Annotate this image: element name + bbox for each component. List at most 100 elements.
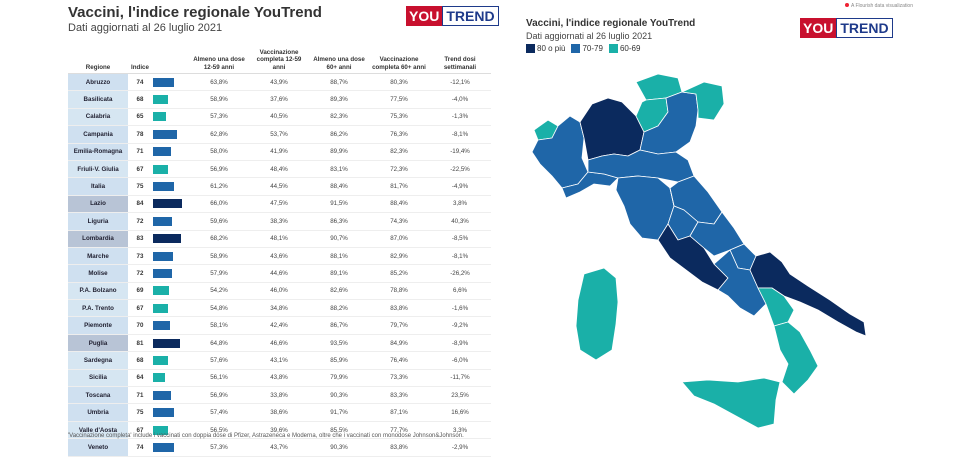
dose-60-cell: 91,5% (309, 195, 369, 214)
table-header: Regione Indice Almeno una dose 12-59 anni V… (68, 43, 491, 74)
region-campania[interactable] (713, 249, 767, 317)
index-bar-cell (152, 282, 189, 301)
table-row: Basilicata 68 58,9% 37,6% 89,3% 77,5% -4,0% (68, 90, 491, 109)
map-subtitle: Dati aggiornati al 26 luglio 2021 (526, 31, 653, 41)
trend-cell: -8,1% (429, 247, 491, 266)
region-cell: Friuli-V. Giulia (68, 160, 128, 179)
completa-12-59-cell: 48,4% (249, 160, 309, 179)
dose-60-cell: 86,3% (309, 212, 369, 231)
dose-12-59-cell: 57,3% (189, 108, 249, 127)
index-bar (153, 147, 171, 157)
region-friuli[interactable] (681, 81, 725, 121)
legend-item[interactable]: 70-79 (571, 44, 603, 54)
completa-60-cell: 73,3% (369, 369, 429, 388)
dose-12-59-cell: 62,8% (189, 125, 249, 144)
header-completa-12-59: Vaccinazione completa 12-59 anni (249, 43, 309, 74)
region-calabria[interactable] (773, 321, 819, 395)
completa-60-cell: 80,3% (369, 73, 429, 92)
region-cell: Umbria (68, 403, 128, 422)
legend-swatch (608, 44, 618, 54)
table-row: P.A. Trento 67 54,8% 34,8% 88,2% 83,8% -1,6% (68, 299, 491, 318)
trend-cell: -26,2% (429, 264, 491, 283)
dose-12-59-cell: 68,2% (189, 230, 249, 248)
region-emilia-romagna[interactable] (587, 149, 695, 183)
completa-12-59-cell: 43,1% (249, 351, 309, 370)
trend-cell: -9,2% (429, 316, 491, 335)
header-regione: Regione (68, 43, 128, 74)
region-sardegna[interactable] (575, 267, 619, 361)
region-cell: Sicilia (68, 369, 128, 388)
index-bar (153, 234, 182, 244)
region-liguria[interactable] (561, 171, 619, 199)
index-bar-cell (152, 299, 189, 318)
region-cell: Campania (68, 125, 128, 144)
index-cell: 67 (128, 299, 152, 318)
index-cell: 73 (128, 247, 152, 266)
header-dose-60: Almeno una dose 60+ anni (309, 43, 369, 74)
index-bar-cell (152, 90, 189, 109)
region-basilicata[interactable] (757, 287, 795, 327)
legend-label: 80 o più (537, 44, 566, 53)
header-trend: Trend dosi settimanali (429, 43, 491, 74)
region-cell: Piemonte (68, 316, 128, 335)
dose-60-cell: 83,1% (309, 160, 369, 179)
trend-cell: 3,3% (429, 421, 491, 440)
completa-12-59-cell: 46,0% (249, 282, 309, 301)
italy-map (531, 73, 867, 429)
index-cell: 78 (128, 125, 152, 144)
dose-12-59-cell: 61,2% (189, 177, 249, 196)
table-row: Sicilia 64 56,1% 43,8% 79,9% 73,3% -11,7% (68, 369, 491, 388)
header-indice: Indice (128, 43, 152, 74)
index-cell: 84 (128, 195, 152, 214)
dose-60-cell: 88,7% (309, 73, 369, 92)
legend-item[interactable]: 60-69 (608, 44, 640, 54)
table-row: Molise 72 57,9% 44,6% 89,1% 85,2% -26,2% (68, 264, 491, 283)
trend-cell: -8,1% (429, 125, 491, 144)
map-legend: 80 o più 70-79 60-69 (526, 44, 640, 54)
region-lombardia[interactable] (579, 97, 645, 161)
dose-12-59-cell: 63,8% (189, 73, 249, 92)
index-bar (153, 425, 168, 435)
dose-12-59-cell: 64,8% (189, 334, 249, 353)
index-bar-cell (152, 177, 189, 196)
region-sicilia[interactable] (681, 377, 781, 429)
completa-12-59-cell: 44,6% (249, 264, 309, 283)
completa-12-59-cell: 48,1% (249, 230, 309, 248)
index-cell: 74 (128, 73, 152, 92)
region-cell: Basilicata (68, 90, 128, 109)
index-cell: 71 (128, 143, 152, 161)
trend-cell: -19,4% (429, 143, 491, 161)
region-cell: Calabria (68, 108, 128, 127)
index-bar-cell (152, 316, 189, 335)
dose-60-cell: 90,7% (309, 230, 369, 248)
index-cell: 64 (128, 369, 152, 388)
completa-12-59-cell: 34,8% (249, 299, 309, 318)
dose-60-cell: 89,9% (309, 143, 369, 161)
table-row: Calabria 65 57,3% 40,5% 82,3% 75,3% -1,3% (68, 108, 491, 127)
dose-12-59-cell: 54,8% (189, 299, 249, 318)
completa-12-59-cell: 33,8% (249, 386, 309, 405)
index-cell: 72 (128, 264, 152, 283)
region-cell: Puglia (68, 334, 128, 353)
dose-60-cell: 90,3% (309, 386, 369, 405)
completa-12-59-cell: 38,6% (249, 403, 309, 422)
table-row: Puglia 81 64,8% 46,6% 93,5% 84,9% -8,9% (68, 334, 491, 353)
completa-60-cell: 87,0% (369, 230, 429, 248)
index-bar (153, 442, 174, 452)
trend-cell: 16,6% (429, 403, 491, 422)
index-bar-cell (152, 212, 189, 231)
completa-60-cell: 72,3% (369, 160, 429, 179)
dose-60-cell: 88,1% (309, 247, 369, 266)
map-title: Vaccini, l'indice regionale YouTrend (526, 18, 696, 29)
index-bar (153, 182, 175, 192)
legend-item[interactable]: 80 o più (526, 44, 566, 54)
dose-12-59-cell: 58,9% (189, 90, 249, 109)
index-bar (153, 199, 183, 209)
table-row: Piemonte 70 58,1% 42,4% 86,7% 79,7% -9,2% (68, 316, 491, 335)
completa-12-59-cell: 43,6% (249, 247, 309, 266)
completa-60-cell: 87,1% (369, 403, 429, 422)
flourish-credit[interactable]: A Flourish data visualization (845, 3, 913, 9)
region-cell: Abruzzo (68, 73, 128, 92)
region-piemonte[interactable] (531, 115, 589, 189)
page-subtitle: Dati aggiornati al 26 luglio 2021 (68, 22, 223, 34)
